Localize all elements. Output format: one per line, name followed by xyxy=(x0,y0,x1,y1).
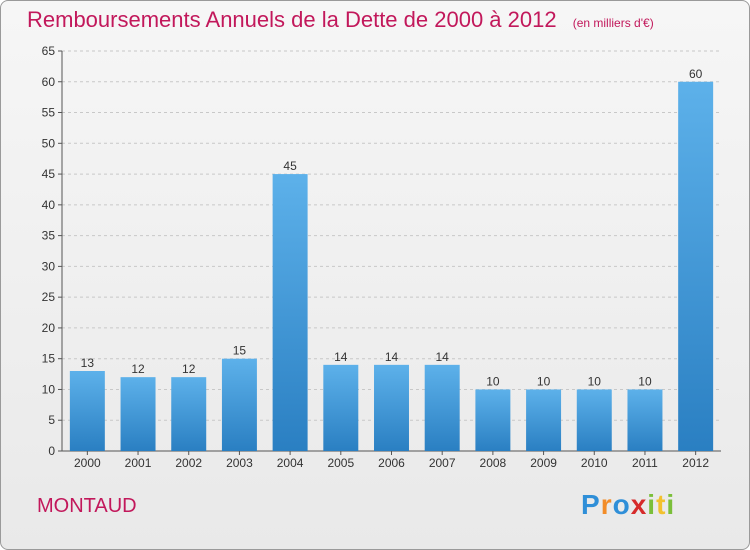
bar-2008 xyxy=(475,389,511,451)
y-tick-label: 40 xyxy=(42,198,56,212)
value-label-2003: 15 xyxy=(233,344,247,358)
y-tick-label: 55 xyxy=(42,106,56,120)
bar-2012 xyxy=(678,81,714,452)
value-label-2007: 14 xyxy=(436,350,450,364)
value-label-2012: 60 xyxy=(689,67,703,81)
chart-title-text: Remboursements Annuels de la Dette de 20… xyxy=(27,7,557,32)
value-label-2001: 12 xyxy=(131,362,145,376)
value-label-2010: 10 xyxy=(588,374,602,388)
y-tick-label: 50 xyxy=(42,136,56,150)
y-tick-label: 25 xyxy=(42,290,56,304)
value-label-2009: 10 xyxy=(537,374,551,388)
y-tick-label: 65 xyxy=(42,44,56,58)
bar-2009 xyxy=(526,389,562,451)
x-tick-label-2011: 2011 xyxy=(632,456,658,470)
x-tick-label-2005: 2005 xyxy=(327,456,354,470)
x-tick-label-2000: 2000 xyxy=(74,456,101,470)
y-tick-label: 60 xyxy=(42,75,56,89)
bar-2011 xyxy=(627,389,663,451)
x-tick-label-2009: 2009 xyxy=(530,456,557,470)
bar-2001 xyxy=(120,377,156,451)
value-label-2008: 10 xyxy=(486,374,500,388)
y-tick-label: 10 xyxy=(42,382,56,396)
bar-2007 xyxy=(424,364,460,451)
y-tick-label: 15 xyxy=(42,352,56,366)
value-label-2011: 10 xyxy=(638,374,652,388)
x-tick-label-2012: 2012 xyxy=(682,456,709,470)
chart-subtitle: (en milliers d'€) xyxy=(572,16,654,30)
bar-2004 xyxy=(272,174,308,452)
x-tick-label-2010: 2010 xyxy=(581,456,608,470)
x-tick-label-2001: 2001 xyxy=(125,456,152,470)
proxiti-logo: Proxiti xyxy=(581,489,676,520)
bar-2003 xyxy=(221,358,257,451)
x-tick-label-2004: 2004 xyxy=(277,456,304,470)
y-tick-label: 35 xyxy=(42,229,56,243)
x-tick-label-2008: 2008 xyxy=(480,456,507,470)
bar-2005 xyxy=(323,364,359,451)
y-tick-label: 45 xyxy=(42,167,56,181)
x-tick-label-2003: 2003 xyxy=(226,456,253,470)
commune-name: MONTAUD xyxy=(37,495,137,517)
x-tick-label-2007: 2007 xyxy=(429,456,456,470)
y-tick-label: 5 xyxy=(48,413,55,427)
value-label-2005: 14 xyxy=(334,350,348,364)
bar-2006 xyxy=(374,364,409,451)
y-tick-label: 20 xyxy=(42,321,56,335)
value-label-2004: 45 xyxy=(283,159,297,173)
bar-2010 xyxy=(576,389,612,451)
x-tick-label-2002: 2002 xyxy=(175,456,202,470)
chart-title: Remboursements Annuels de la Dette de 20… xyxy=(27,7,654,33)
value-label-2002: 12 xyxy=(182,362,196,376)
bar-2000 xyxy=(69,371,105,451)
x-tick-label-2006: 2006 xyxy=(378,456,405,470)
value-label-2000: 13 xyxy=(81,356,95,370)
value-label-2006: 14 xyxy=(385,350,399,364)
y-tick-label: 0 xyxy=(48,444,55,458)
bar-2002 xyxy=(171,377,207,451)
y-tick-label: 30 xyxy=(42,259,56,273)
